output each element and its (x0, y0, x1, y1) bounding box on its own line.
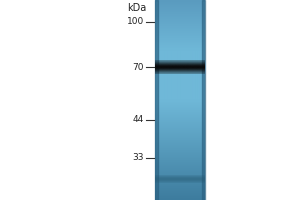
Text: 70: 70 (133, 62, 144, 72)
Text: 100: 100 (127, 18, 144, 26)
Text: kDa: kDa (127, 3, 146, 13)
Text: 44: 44 (133, 116, 144, 124)
Text: 33: 33 (133, 154, 144, 162)
